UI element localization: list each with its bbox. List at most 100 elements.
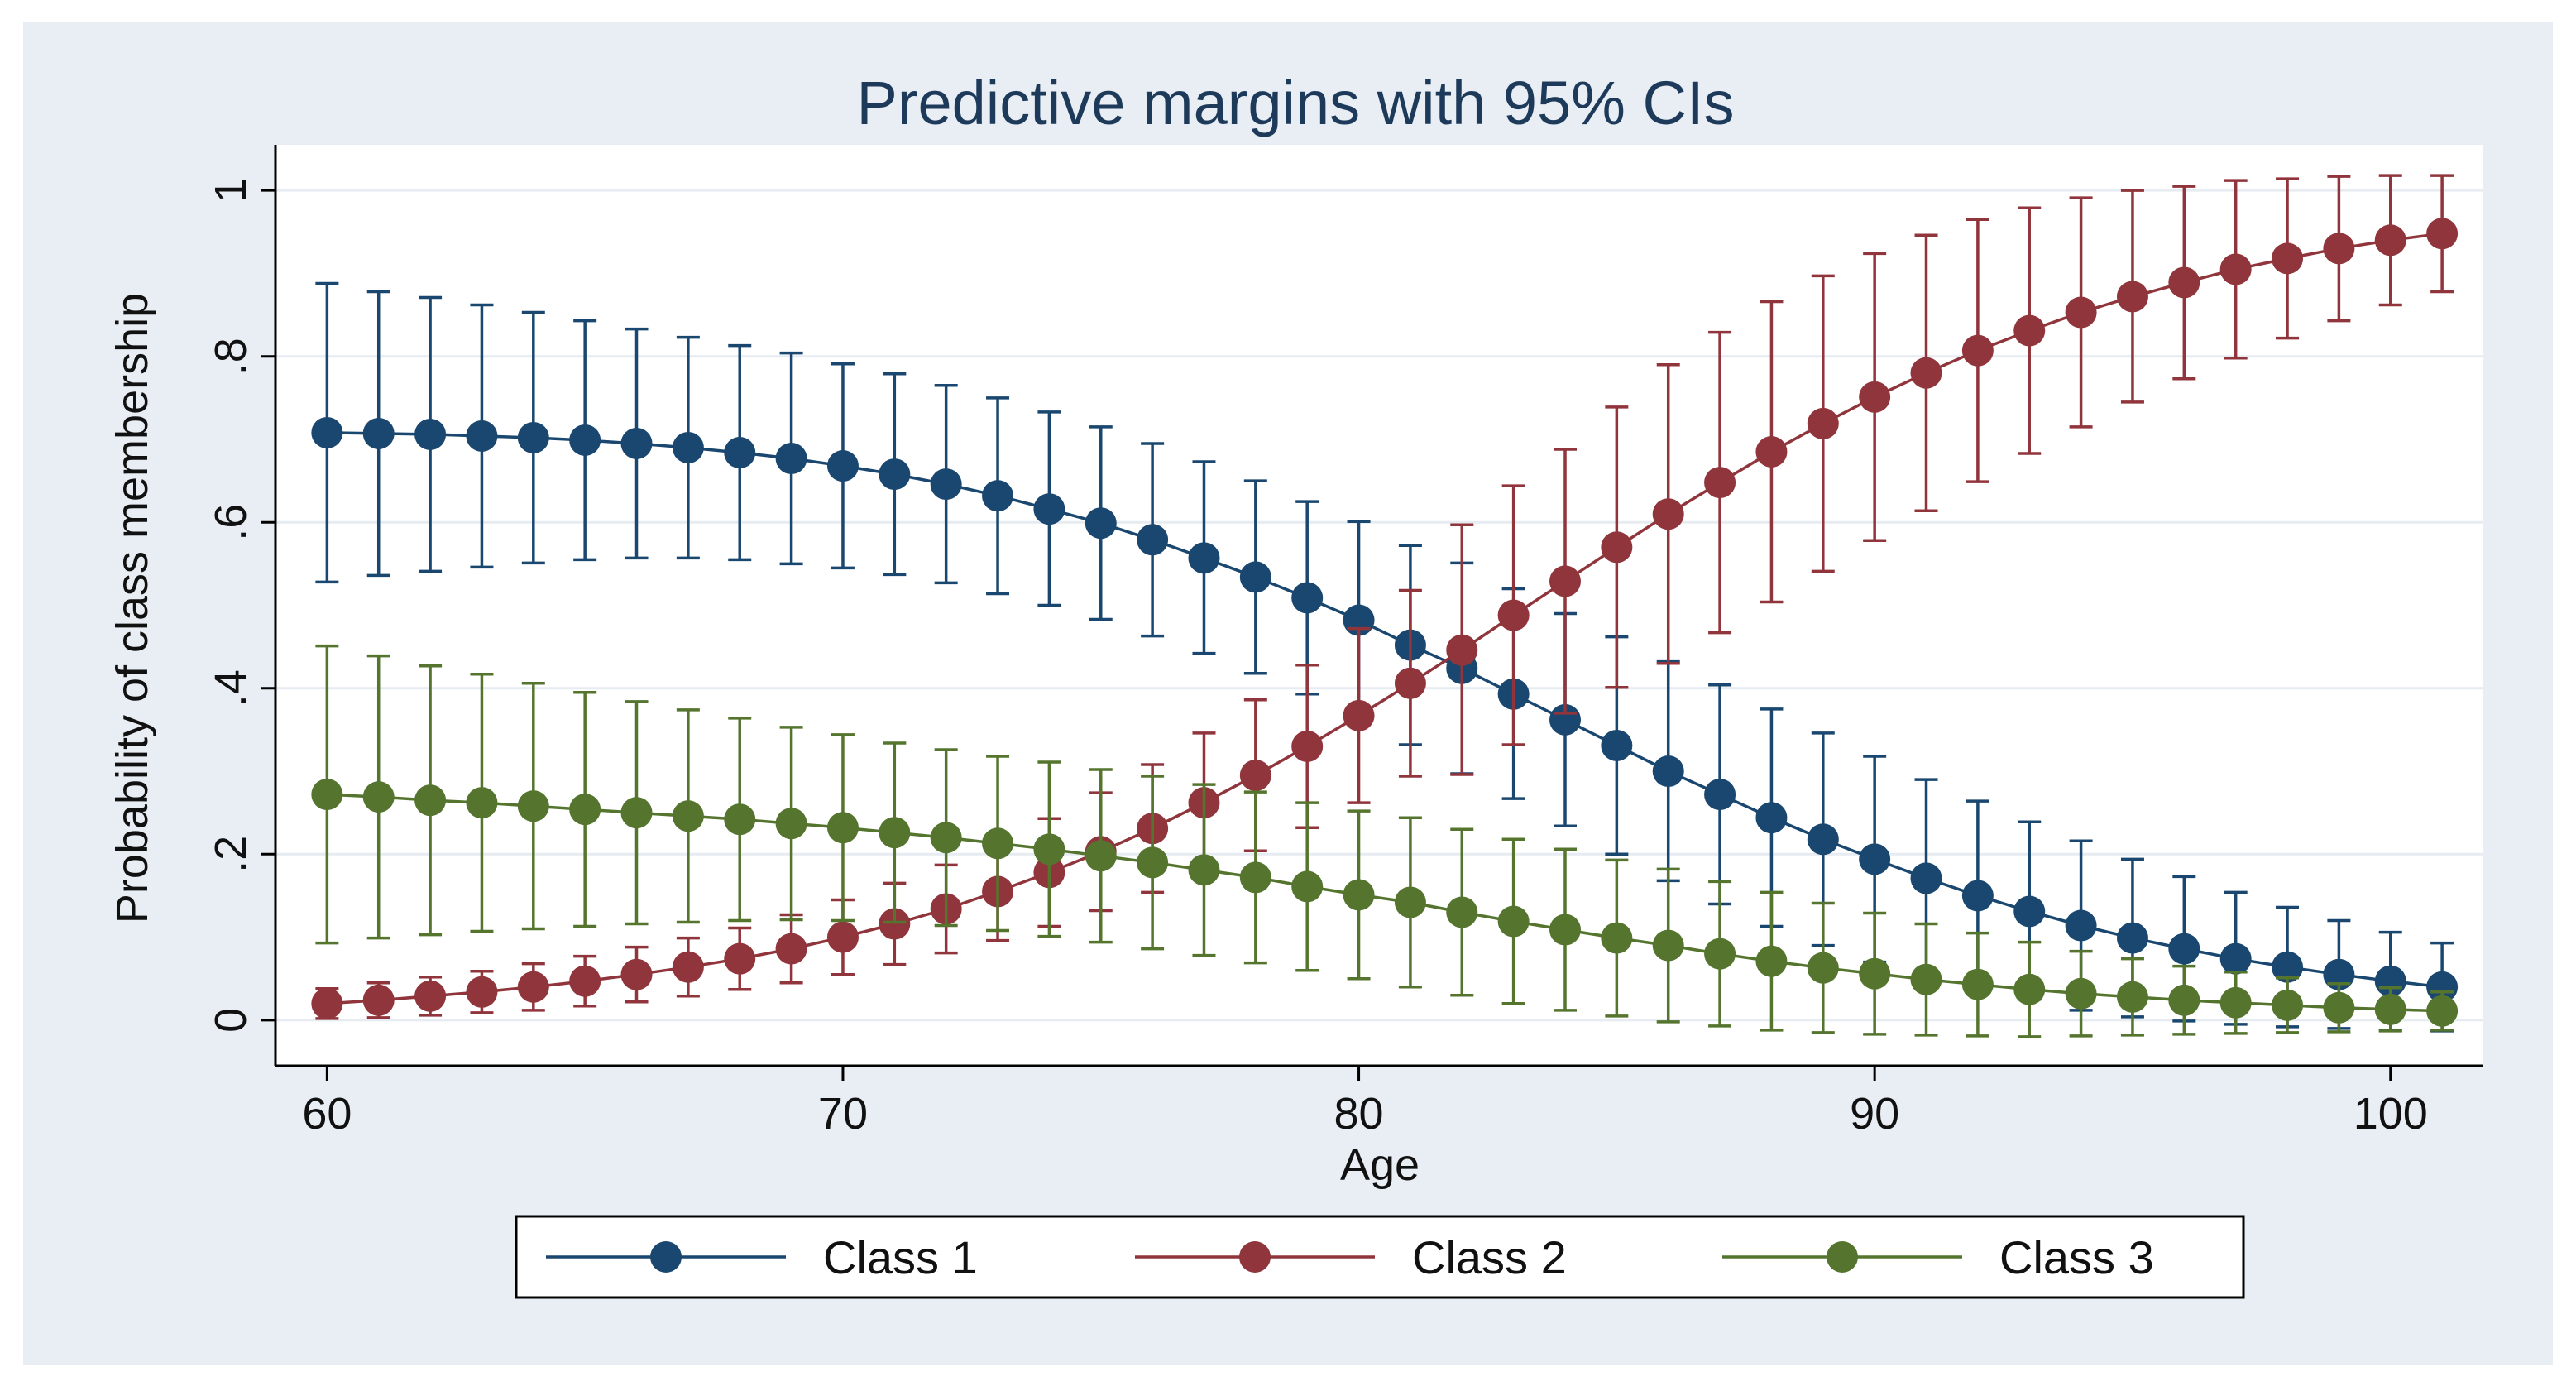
data-point bbox=[466, 787, 498, 819]
data-point bbox=[362, 417, 395, 449]
data-point bbox=[930, 822, 962, 854]
data-point bbox=[2323, 233, 2355, 265]
data-point bbox=[1239, 760, 1271, 792]
legend: Class 1 Class 2 Class 3 bbox=[515, 1215, 2245, 1299]
data-point bbox=[569, 424, 601, 456]
y-tick-label-4: .8 bbox=[206, 338, 256, 375]
data-point bbox=[826, 450, 859, 482]
data-point bbox=[1446, 634, 1478, 666]
data-point bbox=[2219, 942, 2252, 975]
data-point bbox=[2168, 266, 2200, 299]
data-point bbox=[2219, 986, 2252, 1019]
y-tick-label-0: 0 bbox=[206, 1008, 256, 1033]
data-point bbox=[826, 921, 859, 953]
data-point bbox=[1652, 755, 1684, 788]
series-2-points bbox=[311, 218, 2459, 1019]
y-tick-label-2: .4 bbox=[206, 669, 256, 707]
legend-marker bbox=[650, 1241, 682, 1273]
gridlines bbox=[275, 189, 2483, 1022]
data-point bbox=[775, 933, 807, 965]
data-point bbox=[2013, 973, 2046, 1005]
data-point bbox=[1961, 968, 1994, 1000]
legend-item-class-3: Class 3 bbox=[1722, 1231, 2154, 1283]
data-point bbox=[879, 817, 911, 849]
data-point bbox=[1291, 730, 1324, 762]
data-point bbox=[569, 794, 601, 826]
data-point bbox=[2116, 922, 2148, 954]
data-point bbox=[1755, 945, 1788, 977]
data-point bbox=[724, 942, 756, 975]
data-point bbox=[466, 976, 498, 1008]
data-point bbox=[517, 971, 549, 1003]
legend-item-class-1: Class 1 bbox=[546, 1231, 978, 1283]
data-point bbox=[569, 965, 601, 997]
data-point bbox=[1239, 561, 1271, 593]
data-point bbox=[517, 790, 549, 822]
x-tick-label-4: 100 bbox=[2353, 1089, 2428, 1139]
x-tick-label-0: 60 bbox=[302, 1089, 352, 1139]
data-point bbox=[930, 468, 962, 501]
data-point bbox=[1859, 381, 1891, 413]
data-point bbox=[775, 443, 807, 475]
data-point bbox=[2065, 909, 2097, 942]
data-point bbox=[2219, 253, 2252, 285]
data-point bbox=[2374, 993, 2406, 1025]
data-point bbox=[1085, 840, 1117, 872]
series-3-points bbox=[311, 779, 2459, 1027]
data-point bbox=[982, 480, 1014, 512]
data-point bbox=[2272, 951, 2304, 983]
data-point bbox=[1291, 582, 1324, 614]
data-point bbox=[1343, 879, 1375, 911]
data-point bbox=[1807, 823, 1839, 856]
data-point bbox=[1549, 565, 1581, 597]
data-point bbox=[1601, 531, 1633, 564]
x-tick-label-1: 70 bbox=[818, 1089, 868, 1139]
data-point bbox=[1137, 846, 1169, 879]
data-point bbox=[2168, 933, 2200, 965]
data-point bbox=[2426, 971, 2459, 1003]
data-point bbox=[1188, 542, 1220, 574]
data-point bbox=[724, 437, 756, 469]
data-point bbox=[2065, 977, 2097, 1010]
legend-marker bbox=[1827, 1241, 1858, 1273]
data-point bbox=[620, 797, 653, 829]
x-axis-label: Age bbox=[1340, 1140, 1420, 1190]
data-point bbox=[2013, 895, 2046, 928]
x-axis-ticks: 60 70 80 90 100 bbox=[302, 1066, 2428, 1139]
data-point bbox=[1652, 498, 1684, 530]
data-point bbox=[2272, 242, 2304, 275]
data-point bbox=[1859, 843, 1891, 875]
data-point bbox=[1394, 886, 1426, 918]
y-tick-label-3: .6 bbox=[206, 504, 256, 541]
chart-title: Predictive margins with 95% CIs bbox=[856, 69, 1734, 137]
data-point bbox=[2065, 296, 2097, 329]
data-point bbox=[1704, 779, 1736, 811]
data-point bbox=[2168, 984, 2200, 1016]
data-point bbox=[1704, 467, 1736, 499]
y-tick-label-1: .2 bbox=[206, 836, 256, 873]
data-point bbox=[2116, 981, 2148, 1013]
data-point bbox=[414, 980, 447, 1012]
data-point bbox=[1188, 854, 1220, 886]
legend-label: Class 2 bbox=[1412, 1231, 1567, 1283]
data-point bbox=[2426, 218, 2459, 250]
data-point bbox=[1549, 914, 1581, 946]
data-point bbox=[2426, 995, 2459, 1027]
data-point bbox=[414, 418, 447, 450]
data-point bbox=[311, 416, 343, 448]
data-point bbox=[982, 827, 1014, 860]
data-point bbox=[1033, 833, 1065, 866]
data-point bbox=[1961, 880, 1994, 912]
data-point bbox=[362, 781, 395, 813]
data-point bbox=[620, 958, 653, 990]
data-point bbox=[517, 421, 549, 453]
x-tick-label-2: 80 bbox=[1334, 1089, 1384, 1139]
data-point bbox=[414, 784, 447, 817]
series-layer bbox=[311, 174, 2459, 1038]
data-point bbox=[879, 458, 911, 491]
data-point bbox=[1704, 938, 1736, 970]
data-point bbox=[1137, 524, 1169, 556]
y-tick-label-5: 1 bbox=[206, 178, 256, 203]
data-point bbox=[311, 779, 343, 811]
